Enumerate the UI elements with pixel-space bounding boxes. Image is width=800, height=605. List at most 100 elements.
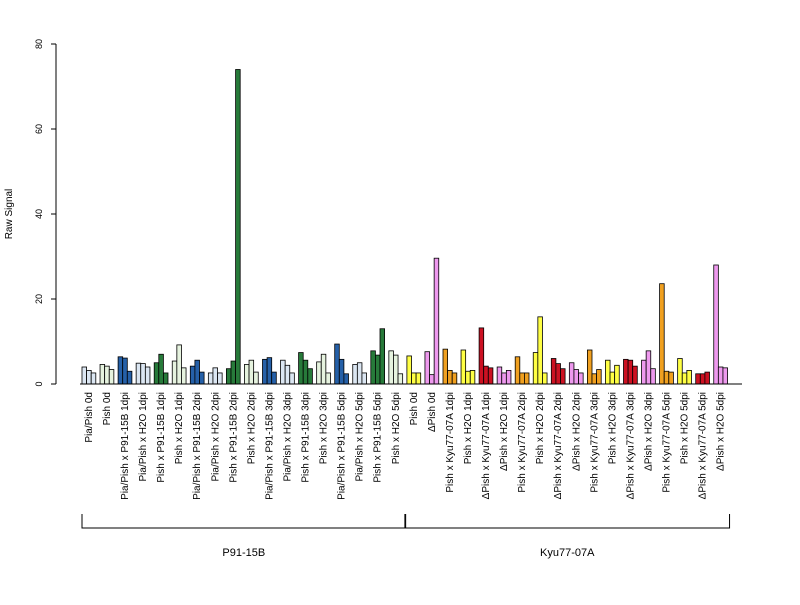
x-tick-label: ΔPish x H2O 3dpi	[643, 392, 654, 471]
x-tick-label: Pish x Kyu77-07A 5dpi	[662, 392, 673, 493]
bar	[542, 372, 548, 385]
bar	[230, 360, 236, 385]
bar	[153, 362, 160, 385]
bar	[605, 359, 611, 385]
y-axis: 0 20 40 60 80	[34, 39, 57, 387]
bar	[663, 370, 670, 385]
x-tick-label: Pish x Kyu77-07A 1dpi	[445, 392, 456, 493]
bar	[397, 373, 404, 385]
bar	[668, 371, 674, 385]
bar	[460, 349, 467, 385]
x-tick-label: Pia/Pish x H2O 2dpi	[210, 392, 221, 482]
bar	[253, 371, 259, 385]
bar	[415, 372, 422, 385]
bar	[447, 369, 453, 385]
bar	[266, 357, 273, 385]
y-tick-label: 20	[34, 294, 44, 304]
bar	[217, 372, 223, 385]
bar	[573, 369, 579, 385]
bar	[659, 283, 665, 385]
x-tick-label: Pish 0d	[409, 392, 420, 425]
bar	[225, 368, 232, 385]
bar	[433, 257, 440, 385]
bar	[289, 372, 295, 385]
bar	[104, 365, 110, 385]
bar	[379, 328, 385, 385]
y-tick-label: 0	[34, 381, 44, 386]
bar	[325, 372, 331, 385]
group-brackets: P91-15B Kyu77-07A	[81, 514, 731, 559]
x-tick-label: Pia/Pish x H2O 5dpi	[355, 392, 366, 482]
bar	[244, 364, 250, 385]
bar	[343, 373, 349, 385]
x-tick-label: ΔPish x Kyu77-07A 2dpi	[553, 392, 564, 499]
bar	[568, 362, 575, 385]
bar	[465, 370, 471, 385]
x-tick-label: ΔPish x Kyu77-07A 1dpi	[481, 392, 492, 499]
bar	[686, 369, 692, 385]
x-tick-label: Pish x P91-15B 1dpi	[156, 392, 167, 483]
x-tick-label: Pish x H2O 2dpi	[535, 392, 546, 464]
bar	[591, 373, 597, 385]
x-tick-label: Pish x P91-15B 5dpi	[373, 392, 384, 483]
bar	[338, 358, 345, 385]
bar	[578, 372, 584, 385]
bar	[514, 356, 521, 385]
bar	[609, 371, 616, 385]
bar	[483, 365, 489, 385]
x-axis-labels: Pia/Pish 0d Pish 0d Pia/Pish x P91-15B 1dp…	[84, 392, 727, 500]
bar	[406, 355, 412, 385]
x-tick-label: Pish x P91-15B 2dpi	[228, 392, 239, 483]
x-tick-label: Pish x H2O 5dpi	[680, 392, 691, 464]
bar	[262, 358, 268, 385]
x-tick-label: Pia/Pish x P91-15B 5dpi	[337, 392, 348, 500]
bar	[722, 367, 728, 385]
bar	[623, 358, 629, 385]
bar	[632, 365, 638, 385]
bar	[135, 362, 142, 385]
bar	[681, 372, 688, 385]
bar	[524, 372, 530, 385]
bar	[207, 372, 214, 385]
bar	[176, 344, 182, 385]
y-tick-label: 40	[34, 209, 44, 219]
x-tick-label: Pia/Pish x P91-15B 1dpi	[120, 392, 131, 500]
bar	[555, 363, 561, 385]
bar	[537, 316, 543, 385]
bar	[352, 364, 358, 385]
y-tick-label: 80	[34, 39, 44, 49]
bar	[307, 368, 313, 385]
x-tick-label: Pish x Kyu77-07A 2dpi	[517, 392, 528, 493]
x-tick-label: Pia/Pish x H2O 1dpi	[138, 392, 149, 482]
bar	[212, 367, 218, 385]
x-tick-label: Pish x H2O 3dpi	[607, 392, 618, 464]
bar	[677, 358, 683, 385]
x-tick-label: Pia/Pish x P91-15B 2dpi	[192, 392, 203, 500]
bar	[316, 361, 322, 385]
x-tick-label: Pia/Pish x H2O 3dpi	[282, 392, 293, 482]
bar	[158, 353, 164, 385]
bar	[451, 372, 458, 385]
bar	[695, 373, 701, 385]
bar	[487, 367, 494, 385]
bar	[280, 359, 286, 385]
group-bracket	[81, 514, 407, 529]
bar	[298, 352, 304, 385]
x-tick-label: ΔPish x H2O 2dpi	[571, 392, 582, 471]
bar	[81, 366, 87, 385]
x-tick-label: Pia/Pish 0d	[84, 392, 95, 443]
bar	[144, 366, 151, 385]
bar	[361, 372, 367, 385]
bar	[374, 354, 381, 385]
bar	[505, 369, 512, 385]
x-tick-label: ΔPish 0d	[427, 392, 438, 432]
bar	[356, 362, 363, 385]
bar	[90, 372, 97, 385]
bar	[302, 359, 309, 385]
bar	[478, 327, 485, 385]
x-tick-label: Pish x Kyu77-07A 3dpi	[589, 392, 600, 493]
bar	[122, 357, 128, 385]
x-tick-label: ΔPish x H2O 1dpi	[499, 392, 510, 471]
x-tick-label: ΔPish x Kyu77-07A 5dpi	[698, 392, 709, 499]
